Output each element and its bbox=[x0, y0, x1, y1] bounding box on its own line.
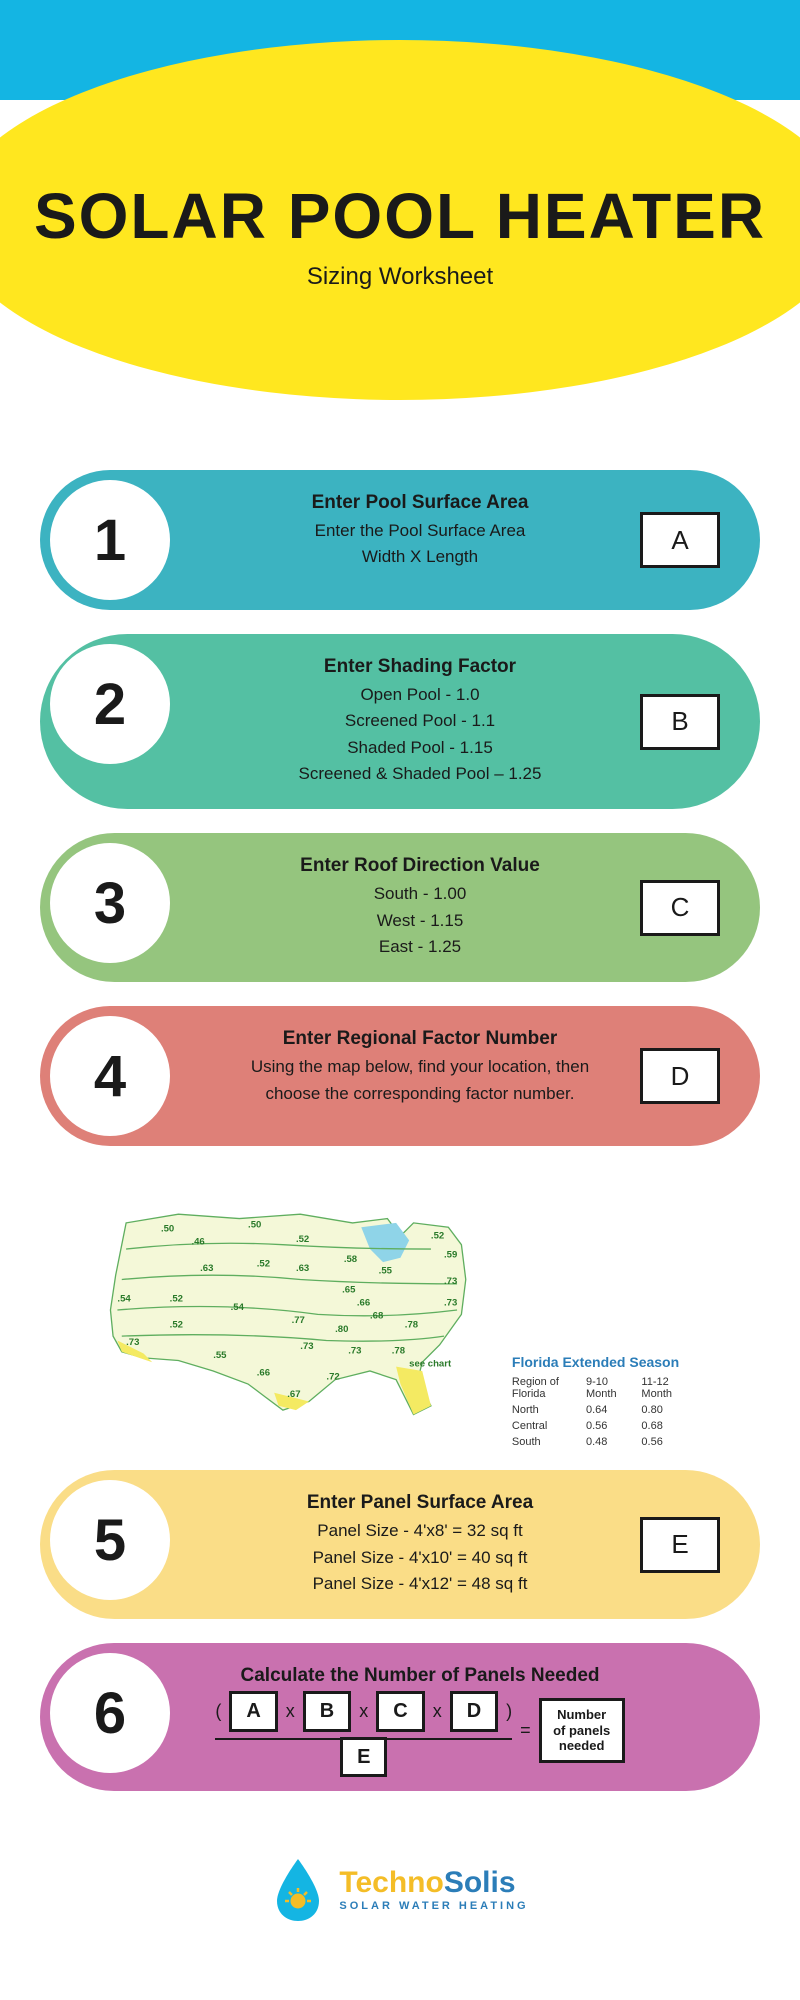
formula-B: B bbox=[303, 1691, 351, 1732]
svg-text:.52: .52 bbox=[431, 1231, 444, 1242]
svg-text:.52: .52 bbox=[296, 1234, 309, 1245]
svg-text:.78: .78 bbox=[405, 1320, 419, 1331]
svg-text:.66: .66 bbox=[257, 1368, 270, 1379]
letter-box: C bbox=[640, 880, 720, 936]
step-body: Panel Size - 4'x8' = 32 sq ftPanel Size … bbox=[313, 1518, 528, 1597]
step-body: South - 1.00West - 1.15East - 1.25 bbox=[374, 881, 467, 960]
svg-text:.67: .67 bbox=[287, 1389, 300, 1400]
footer: TechnoSolis SOLAR WATER HEATING bbox=[0, 1815, 800, 1983]
step-body: Open Pool - 1.0Screened Pool - 1.1Shaded… bbox=[299, 682, 542, 787]
us-map: .50.46.50.52.58.55.52.59.63.52.63.65.66.… bbox=[100, 1170, 492, 1450]
step-number: 2 bbox=[50, 644, 170, 764]
formula-result: Number of panels needed bbox=[539, 1698, 625, 1763]
step-number: 1 bbox=[50, 480, 170, 600]
steps-container: 1 Enter Pool Surface Area Enter the Pool S… bbox=[0, 470, 800, 1791]
letter-box: B bbox=[640, 694, 720, 750]
svg-text:.52: .52 bbox=[170, 1294, 183, 1305]
letter-box: D bbox=[640, 1048, 720, 1104]
svg-text:.50: .50 bbox=[161, 1224, 174, 1235]
brand-a: Techno bbox=[339, 1866, 443, 1899]
svg-text:.58: .58 bbox=[344, 1255, 358, 1266]
florida-row: South0.480.56 bbox=[512, 1434, 700, 1450]
florida-row: North0.640.80 bbox=[512, 1402, 700, 1418]
formula-A: A bbox=[229, 1691, 277, 1732]
map-section: .50.46.50.52.58.55.52.59.63.52.63.65.66.… bbox=[40, 1170, 760, 1470]
florida-row: Central0.560.68 bbox=[512, 1418, 700, 1434]
page-title: SOLAR POOL HEATER bbox=[34, 179, 766, 253]
florida-title: Florida Extended Season bbox=[512, 1354, 700, 1370]
svg-text:.54: .54 bbox=[117, 1294, 131, 1305]
svg-text:.65: .65 bbox=[342, 1285, 356, 1296]
fl-col-b: 11-12 Month bbox=[641, 1374, 700, 1402]
step-number: 3 bbox=[50, 843, 170, 963]
step-title: Enter Regional Factor Number bbox=[283, 1028, 558, 1050]
step-2: 2 Enter Shading Factor Open Pool - 1.0Scre… bbox=[40, 634, 760, 809]
svg-text:.77: .77 bbox=[292, 1315, 305, 1326]
svg-text:.59: .59 bbox=[444, 1250, 457, 1261]
svg-text:.55: .55 bbox=[379, 1266, 393, 1277]
logo-text: TechnoSolis SOLAR WATER HEATING bbox=[339, 1866, 528, 1912]
svg-text:.52: .52 bbox=[257, 1259, 270, 1270]
step-body: Using the map below, find your location,… bbox=[251, 1054, 589, 1107]
svg-text:.72: .72 bbox=[326, 1372, 339, 1383]
brand-b: Solis bbox=[444, 1866, 516, 1899]
svg-text:.80: .80 bbox=[335, 1324, 348, 1335]
svg-text:.73: .73 bbox=[444, 1276, 457, 1287]
svg-text:.78: .78 bbox=[392, 1346, 406, 1357]
svg-text:.50: .50 bbox=[248, 1220, 261, 1231]
svg-text:.73: .73 bbox=[126, 1337, 139, 1348]
step-4: 4 Enter Regional Factor Number Using the m… bbox=[40, 1006, 760, 1146]
svg-text:.73: .73 bbox=[444, 1298, 457, 1309]
letter-box: E bbox=[640, 1517, 720, 1573]
step-body: Enter the Pool Surface AreaWidth X Lengt… bbox=[315, 518, 526, 571]
page-subtitle: Sizing Worksheet bbox=[307, 263, 493, 291]
step-title: Calculate the Number of Panels Needed bbox=[241, 1665, 600, 1687]
svg-text:see chart: see chart bbox=[409, 1359, 452, 1370]
step-title: Enter Shading Factor bbox=[324, 656, 516, 678]
svg-text:.46: .46 bbox=[191, 1237, 204, 1248]
step-6: 6 Calculate the Number of Panels Needed (A… bbox=[40, 1643, 760, 1791]
step-5: 5 Enter Panel Surface Area Panel Size - 4'… bbox=[40, 1470, 760, 1619]
formula: (AxBxCxD)E=Number of panels needed bbox=[215, 1691, 624, 1769]
step-number: 4 bbox=[50, 1016, 170, 1136]
logo-drop-icon bbox=[271, 1855, 325, 1923]
fl-col-a: 9-10 Month bbox=[586, 1374, 641, 1402]
formula-D: D bbox=[450, 1691, 498, 1732]
svg-text:.73: .73 bbox=[300, 1342, 313, 1353]
step-3: 3 Enter Roof Direction Value South - 1.00W… bbox=[40, 833, 760, 982]
svg-text:.63: .63 bbox=[200, 1263, 213, 1274]
step-title: Enter Panel Surface Area bbox=[307, 1492, 533, 1514]
step-number: 6 bbox=[50, 1653, 170, 1773]
svg-text:.68: .68 bbox=[370, 1311, 384, 1322]
formula-E: E bbox=[340, 1737, 387, 1777]
svg-text:.54: .54 bbox=[231, 1302, 245, 1313]
step-title: Enter Roof Direction Value bbox=[300, 855, 540, 877]
svg-text:.52: .52 bbox=[170, 1320, 183, 1331]
florida-table: Florida Extended Season Region of Florid… bbox=[512, 1354, 700, 1450]
svg-text:.55: .55 bbox=[213, 1350, 227, 1361]
fl-col-region: Region of Florida bbox=[512, 1374, 586, 1402]
step-title: Enter Pool Surface Area bbox=[312, 492, 529, 514]
header-ellipse: SOLAR POOL HEATER Sizing Worksheet bbox=[0, 40, 800, 400]
step-number: 5 bbox=[50, 1480, 170, 1600]
svg-text:.63: .63 bbox=[296, 1263, 309, 1274]
letter-box: A bbox=[640, 512, 720, 568]
step-1: 1 Enter Pool Surface Area Enter the Pool S… bbox=[40, 470, 760, 610]
formula-C: C bbox=[376, 1691, 424, 1732]
brand-tagline: SOLAR WATER HEATING bbox=[339, 1900, 528, 1912]
svg-text:.66: .66 bbox=[357, 1298, 370, 1309]
svg-text:.73: .73 bbox=[348, 1346, 361, 1357]
